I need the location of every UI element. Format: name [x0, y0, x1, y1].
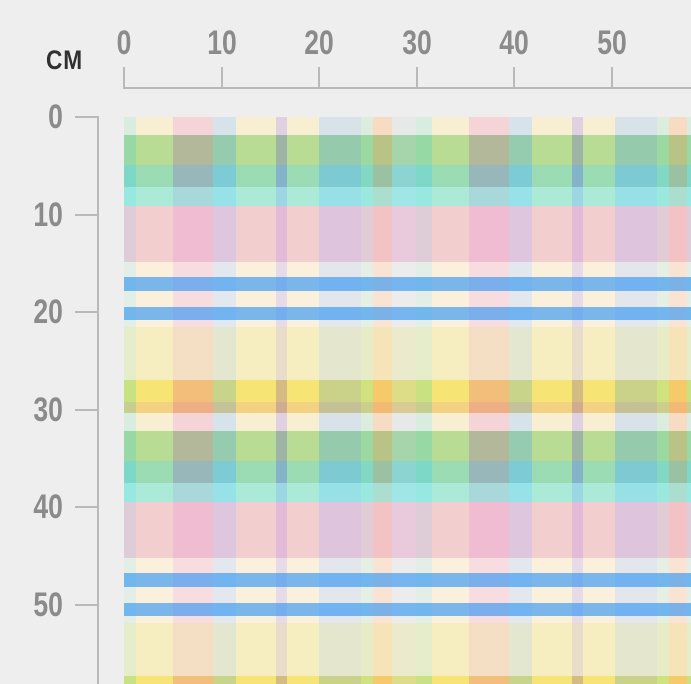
top-ruler-label-50: 50: [597, 24, 627, 62]
vertical-ruler-line: [97, 116, 99, 684]
unit-label: CM: [46, 45, 83, 75]
left-ruler-label-30: 30: [33, 390, 63, 429]
left-ruler-tick-0: [75, 116, 97, 118]
left-ruler-tick-40: [75, 506, 97, 509]
top-ruler-tick-40: [513, 67, 516, 88]
left-ruler-tick-20: [75, 311, 97, 314]
left-ruler-label-10: 10: [33, 195, 63, 234]
top-ruler-label-30: 30: [402, 24, 432, 62]
left-ruler-tick-50: [75, 604, 97, 606]
horizontal-ruler-line: [123, 87, 691, 89]
left-ruler-label-40: 40: [33, 488, 63, 527]
top-ruler-tick-30: [415, 67, 418, 88]
top-ruler-tick-0: [123, 67, 125, 88]
top-ruler-label-40: 40: [499, 24, 530, 62]
left-ruler-label-20: 20: [33, 293, 63, 332]
top-ruler-label-0: 0: [116, 24, 132, 62]
left-ruler-label-0: 0: [48, 98, 63, 136]
left-ruler-tick-30: [75, 408, 97, 411]
left-ruler-tick-10: [75, 213, 97, 216]
top-ruler-tick-10: [220, 67, 223, 88]
top-ruler-tick-50: [611, 67, 613, 88]
left-ruler-label-50: 50: [33, 586, 63, 624]
top-ruler-label-20: 20: [304, 24, 334, 62]
top-ruler-label-10: 10: [206, 24, 237, 62]
top-ruler-tick-20: [318, 67, 321, 88]
plaid-fabric-swatch: [124, 117, 691, 684]
